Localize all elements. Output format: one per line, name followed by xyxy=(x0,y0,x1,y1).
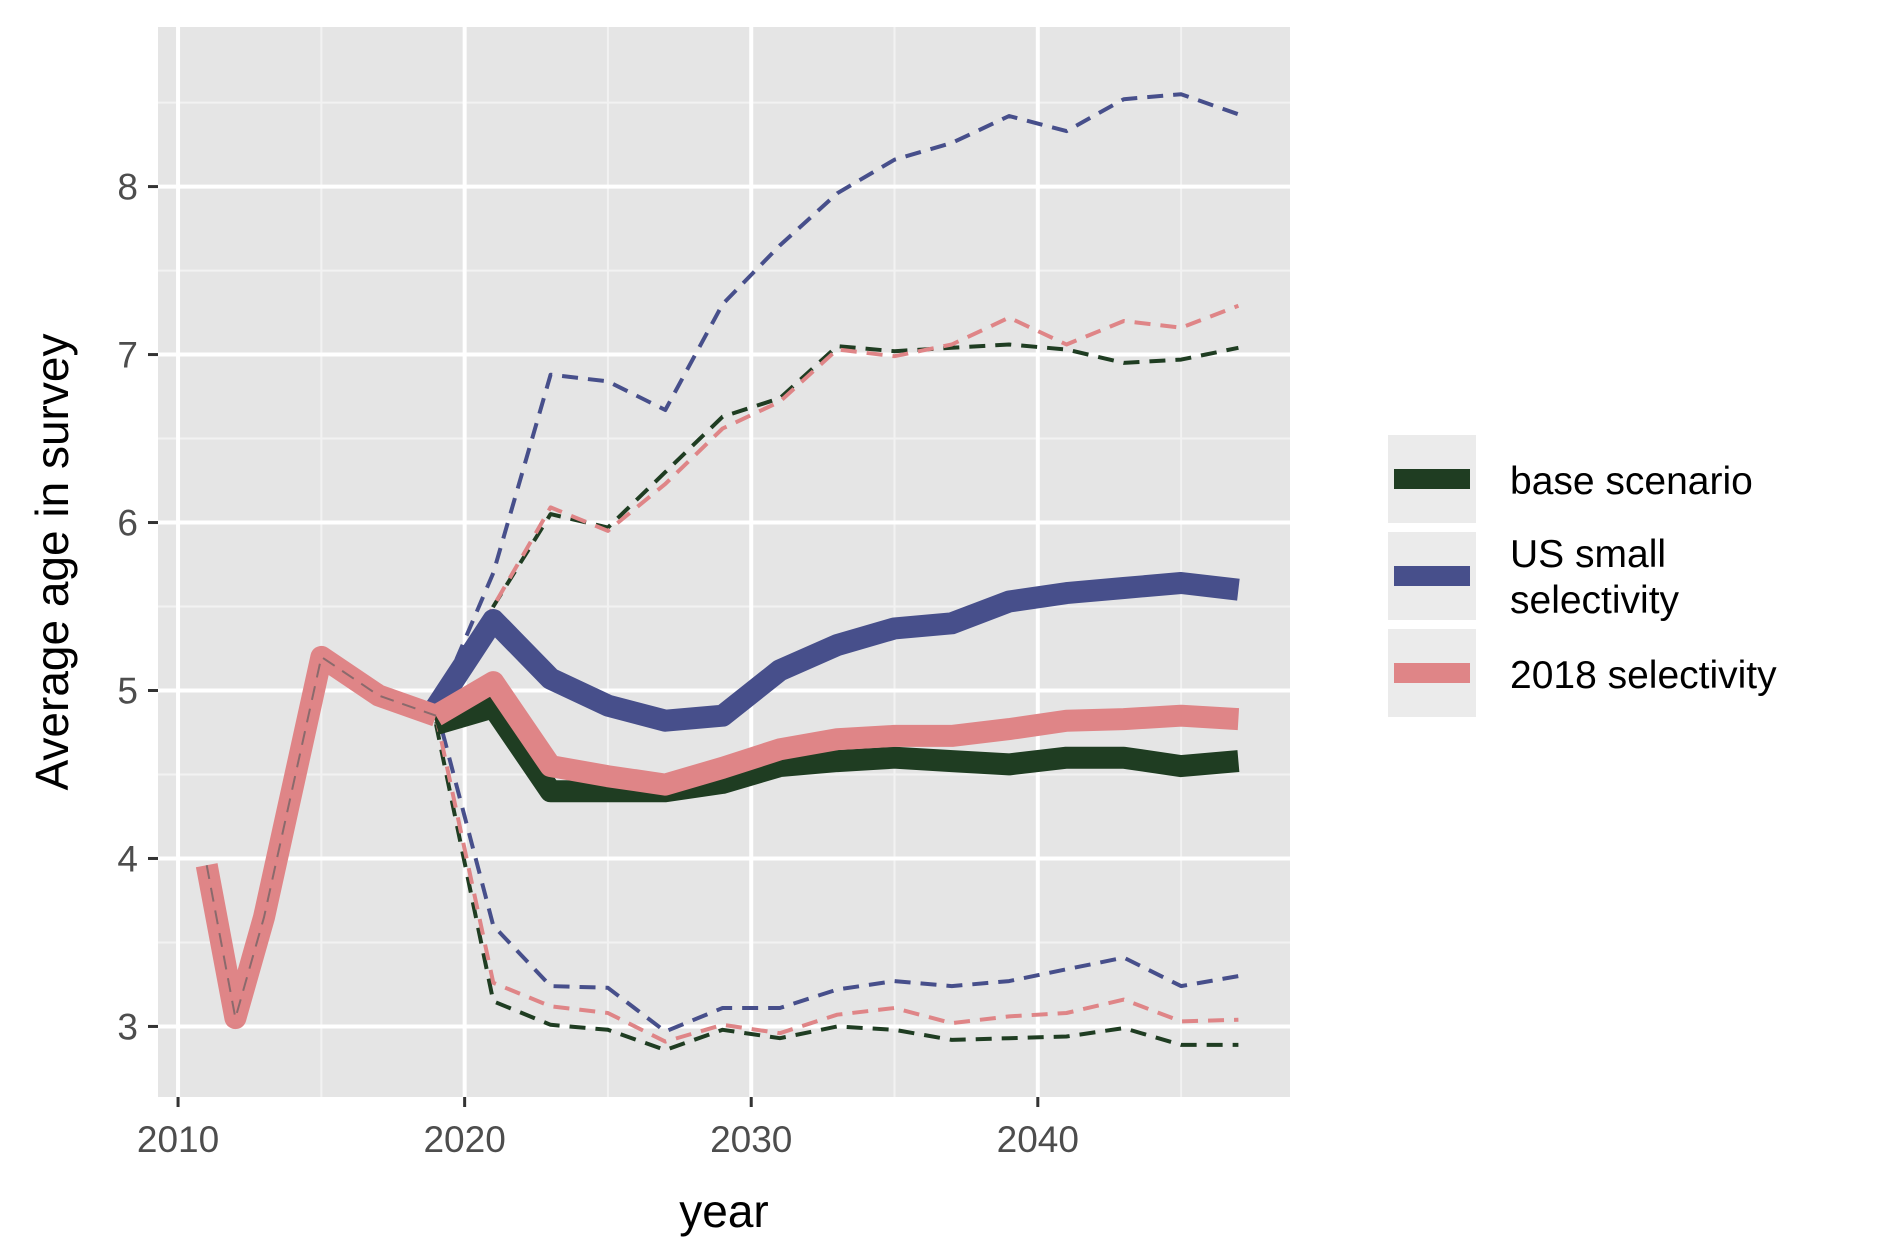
y-tick-label-5: 5 xyxy=(117,671,138,712)
y-axis-title: Average age in survey xyxy=(26,334,78,791)
major-gridlines xyxy=(158,27,1290,1097)
historical-line xyxy=(195,645,440,1030)
y-tick-label-8: 8 xyxy=(117,167,138,208)
median-line-2018-selectivity xyxy=(430,671,1240,796)
x-axis-title: year xyxy=(679,1185,768,1237)
median-line-us-small-selectivity xyxy=(426,572,1240,732)
x-axis: 2010 2020 2030 2040 xyxy=(137,1097,1079,1160)
historical-dashed-line xyxy=(205,655,437,1020)
interval-lines xyxy=(434,92,1240,1052)
legend-swatch-base-scenario xyxy=(1394,469,1470,489)
lower-line-2018-selectivity xyxy=(434,715,1239,1044)
x-tick-label-2020: 2020 xyxy=(423,1119,505,1160)
y-tick-label-7: 7 xyxy=(117,335,138,376)
median-line-base-scenario xyxy=(432,696,1240,803)
x-tick-label-2010: 2010 xyxy=(137,1119,219,1160)
legend: base scenario US small selectivity 2018 s… xyxy=(1388,435,1777,717)
legend-label-line: US small xyxy=(1510,533,1666,576)
median-lines xyxy=(426,572,1240,803)
upper-line-base-scenario xyxy=(434,342,1239,725)
plot-panel xyxy=(158,27,1290,1097)
legend-swatch-us-small-selectivity xyxy=(1394,566,1470,586)
y-axis: 3 4 5 6 7 8 xyxy=(117,167,158,1047)
legend-label-base-scenario: base scenario xyxy=(1510,460,1753,503)
lower-line-us-small-selectivity xyxy=(434,706,1239,1034)
legend-label-2018-selectivity: 2018 selectivity xyxy=(1510,654,1777,697)
upper-line-us-small-selectivity xyxy=(434,92,1240,709)
legend-label-us-small-selectivity: US small selectivity xyxy=(1510,533,1680,622)
x-tick-label-2030: 2030 xyxy=(710,1119,792,1160)
lower-line-base-scenario xyxy=(434,723,1239,1052)
y-tick-label-3: 3 xyxy=(117,1006,138,1047)
y-tick-label-6: 6 xyxy=(117,503,138,544)
legend-label-line: selectivity xyxy=(1510,579,1680,622)
x-tick-label-2040: 2040 xyxy=(997,1119,1079,1160)
y-tick-label-4: 4 xyxy=(117,838,138,879)
legend-swatch-2018-selectivity xyxy=(1394,663,1470,683)
